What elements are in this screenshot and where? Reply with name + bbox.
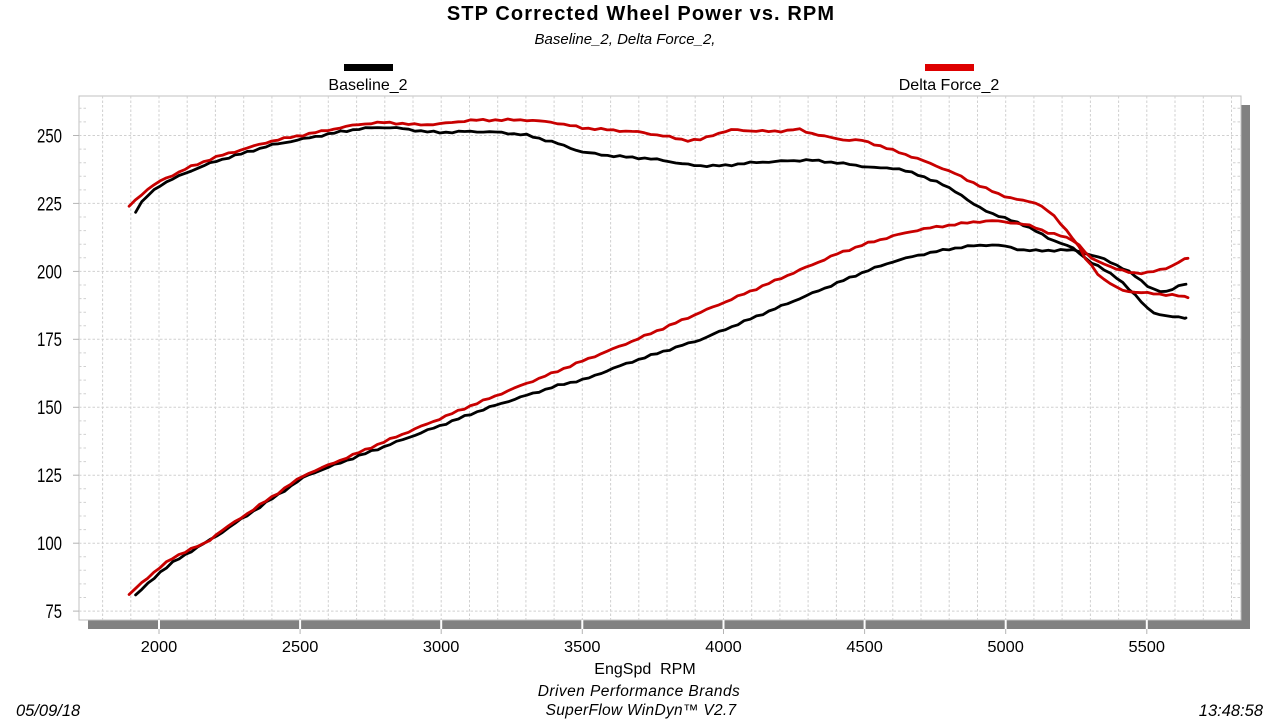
svg-text:150: 150 (37, 398, 62, 419)
svg-text:200: 200 (37, 262, 62, 283)
svg-text:05/09/18: 05/09/18 (16, 702, 81, 720)
svg-text:3000: 3000 (423, 639, 460, 656)
svg-text:250: 250 (37, 126, 62, 147)
svg-text:225: 225 (37, 194, 62, 215)
svg-text:4500: 4500 (846, 639, 883, 656)
svg-text:125: 125 (37, 466, 62, 487)
svg-text:5000: 5000 (987, 639, 1024, 656)
svg-text:2500: 2500 (282, 639, 319, 656)
svg-text:3500: 3500 (564, 639, 601, 656)
svg-text:175: 175 (37, 330, 62, 351)
svg-text:EngSpd RPM: EngSpd RPM (594, 661, 695, 678)
svg-text:4000: 4000 (705, 639, 742, 656)
svg-text:Baseline_2: Baseline_2 (328, 77, 407, 94)
svg-text:STP Corrected Wheel Power vs.: STP Corrected Wheel Power vs. RPM (447, 3, 835, 25)
svg-text:Delta Force_2: Delta Force_2 (899, 77, 1000, 94)
svg-text:13:48:58: 13:48:58 (1199, 702, 1264, 720)
svg-text:75: 75 (46, 602, 63, 623)
svg-text:2000: 2000 (141, 639, 178, 656)
svg-text:Driven Performance Brands: Driven Performance Brands (538, 683, 741, 700)
svg-text:SuperFlow WinDyn™ V2.7: SuperFlow WinDyn™ V2.7 (546, 702, 738, 719)
svg-text:100: 100 (37, 534, 62, 555)
svg-text:5500: 5500 (1129, 639, 1166, 656)
svg-text:Baseline_2, Delta Force_2,: Baseline_2, Delta Force_2, (535, 31, 716, 48)
